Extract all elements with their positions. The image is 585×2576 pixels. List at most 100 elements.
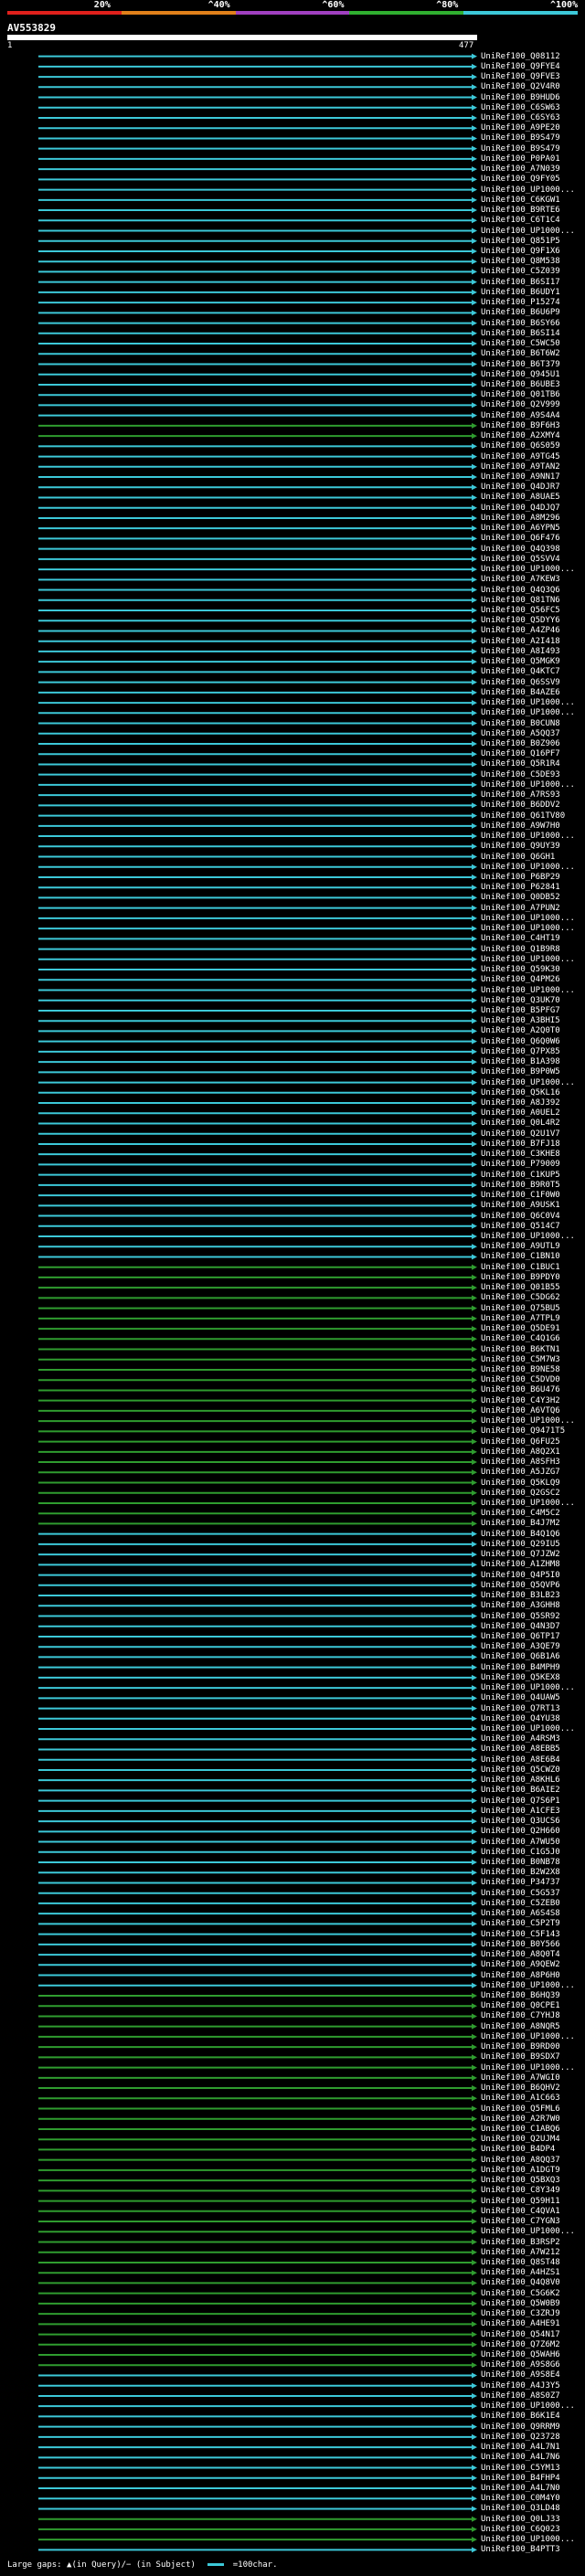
hit-label[interactable]: UniRef100_Q1B9R8 [481,944,560,954]
hit-label[interactable]: UniRef100_A2I418 [481,636,560,646]
hit-label[interactable]: UniRef100_A9QEW2 [481,1960,560,1970]
hit-label[interactable]: UniRef100_C5DVD0 [481,1375,560,1385]
hit-label[interactable]: UniRef100_C4QVA1 [481,2206,560,2216]
hit-label[interactable]: UniRef100_Q4N3D7 [481,1621,560,1631]
hit-label[interactable]: UniRef100_Q4DJQ7 [481,503,560,513]
hit-label[interactable]: UniRef100_A8I493 [481,646,560,656]
hit-label[interactable]: UniRef100_UP1000... [481,1683,575,1693]
hit-label[interactable]: UniRef100_Q01B55 [481,1283,560,1293]
hit-label[interactable]: UniRef100_C1BN10 [481,1252,560,1262]
hit-label[interactable]: UniRef100_A8QQ37 [481,2155,560,2165]
hit-label[interactable]: UniRef100_C4HT19 [481,934,560,944]
hit-label[interactable]: UniRef100_C8Y349 [481,2186,560,2196]
hit-label[interactable]: UniRef100_A9S8G6 [481,2360,560,2370]
hit-label[interactable]: UniRef100_C4Y3H2 [481,1395,560,1405]
hit-label[interactable]: UniRef100_A8Q2X1 [481,1447,560,1457]
hit-label[interactable]: UniRef100_B3LB23 [481,1591,560,1601]
hit-label[interactable]: UniRef100_Q6S059 [481,441,560,451]
hit-label[interactable]: UniRef100_B9HUD6 [481,92,560,102]
hit-label[interactable]: UniRef100_C1F0W0 [481,1191,560,1201]
hit-label[interactable]: UniRef100_P15274 [481,298,560,308]
hit-label[interactable]: UniRef100_Q01TB6 [481,390,560,400]
hit-label[interactable]: UniRef100_UP1000... [481,698,575,708]
hit-label[interactable]: UniRef100_B6UBE3 [481,379,560,389]
hit-label[interactable]: UniRef100_A3BHI5 [481,1016,560,1026]
hit-label[interactable]: UniRef100_B4J7M2 [481,1519,560,1529]
hit-label[interactable]: UniRef100_B6U476 [481,1385,560,1395]
hit-label[interactable]: UniRef100_Q4KTC7 [481,667,560,677]
hit-label[interactable]: UniRef100_Q5KEX8 [481,1672,560,1682]
hit-label[interactable]: UniRef100_A4L7N1 [481,2443,560,2453]
hit-label[interactable]: UniRef100_C5G537 [481,1888,560,1898]
hit-label[interactable]: UniRef100_Q08112 [481,51,560,61]
hit-label[interactable]: UniRef100_UP1000... [481,1416,575,1426]
hit-label[interactable]: UniRef100_A9PE20 [481,123,560,133]
hit-label[interactable]: UniRef100_C4M5C2 [481,1509,560,1519]
hit-label[interactable]: UniRef100_A5QQ37 [481,728,560,738]
hit-label[interactable]: UniRef100_B9PDY0 [481,1272,560,1282]
hit-label[interactable]: UniRef100_B7FJ18 [481,1139,560,1149]
hit-label[interactable]: UniRef100_A7N039 [481,164,560,175]
hit-label[interactable]: UniRef100_P6BP29 [481,872,560,882]
hit-label[interactable]: UniRef100_A3GHH8 [481,1601,560,1611]
hit-label[interactable]: UniRef100_B0CUN8 [481,718,560,728]
hit-label[interactable]: UniRef100_Q3UCS6 [481,1817,560,1827]
hit-label[interactable]: UniRef100_Q6B1A6 [481,1652,560,1662]
hit-label[interactable]: UniRef100_UP1000... [481,1724,575,1734]
hit-label[interactable]: UniRef100_Q4UAW5 [481,1693,560,1703]
hit-label[interactable]: UniRef100_A1CFE3 [481,1806,560,1816]
hit-label[interactable]: UniRef100_A9W7H0 [481,821,560,831]
hit-label[interactable]: UniRef100_C5WC50 [481,339,560,349]
hit-label[interactable]: UniRef100_Q7Z6M2 [481,2339,560,2349]
hit-label[interactable]: UniRef100_B6SY66 [481,318,560,328]
hit-label[interactable]: UniRef100_C0M4Y0 [481,2494,560,2504]
hit-label[interactable]: UniRef100_A8J392 [481,1098,560,1108]
hit-label[interactable]: UniRef100_Q2V999 [481,400,560,410]
hit-label[interactable]: UniRef100_Q3LD48 [481,2504,560,2514]
hit-label[interactable]: UniRef100_Q59K30 [481,965,560,975]
hit-label[interactable]: UniRef100_Q2V4R0 [481,82,560,92]
hit-label[interactable]: UniRef100_Q23728 [481,2432,560,2442]
hit-label[interactable]: UniRef100_P0PA01 [481,154,560,164]
hit-label[interactable]: UniRef100_Q851P5 [481,236,560,246]
hit-label[interactable]: UniRef100_B9RTE6 [481,206,560,216]
hit-label[interactable]: UniRef100_A8S0Z7 [481,2390,560,2401]
hit-label[interactable]: UniRef100_P62841 [481,883,560,893]
hit-label[interactable]: UniRef100_B2W2X8 [481,1868,560,1878]
hit-label[interactable]: UniRef100_B9P0W5 [481,1067,560,1077]
hit-label[interactable]: UniRef100_C6SY63 [481,112,560,122]
hit-label[interactable]: UniRef100_A4ZP46 [481,626,560,636]
hit-label[interactable]: UniRef100_B6KTN1 [481,1344,560,1354]
hit-label[interactable]: UniRef100_B4AZE6 [481,687,560,697]
hit-label[interactable]: UniRef100_P79009 [481,1160,560,1170]
hit-label[interactable]: UniRef100_C7YGN3 [481,2217,560,2227]
hit-label[interactable]: UniRef100_Q4Q398 [481,544,560,554]
hit-label[interactable]: UniRef100_Q6C0V4 [481,1211,560,1221]
hit-label[interactable]: UniRef100_A5JZG7 [481,1468,560,1478]
hit-label[interactable]: UniRef100_B4MPH9 [481,1662,560,1672]
hit-label[interactable]: UniRef100_B6AIE2 [481,1786,560,1796]
hit-label[interactable]: UniRef100_Q5KLQ9 [481,1478,560,1488]
hit-label[interactable]: UniRef100_C5Z039 [481,267,560,277]
hit-label[interactable]: UniRef100_B6SI17 [481,277,560,287]
hit-label[interactable]: UniRef100_C5YM13 [481,2463,560,2473]
hit-label[interactable]: UniRef100_C5F143 [481,1929,560,1939]
hit-label[interactable]: UniRef100_B6T379 [481,359,560,369]
hit-label[interactable]: UniRef100_Q7JZW2 [481,1550,560,1560]
hit-label[interactable]: UniRef100_C6Q023 [481,2524,560,2534]
hit-label[interactable]: UniRef100_C5DE93 [481,769,560,779]
hit-label[interactable]: UniRef100_B1A398 [481,1057,560,1067]
hit-label[interactable]: UniRef100_B6T6W2 [481,349,560,359]
hit-label[interactable]: UniRef100_B9S479 [481,133,560,143]
hit-label[interactable]: UniRef100_A4HZS1 [481,2268,560,2278]
hit-label[interactable]: UniRef100_Q6FU25 [481,1436,560,1447]
hit-label[interactable]: UniRef100_A9TG45 [481,451,560,461]
hit-label[interactable]: UniRef100_UP1000... [481,832,575,842]
hit-label[interactable]: UniRef100_B9S479 [481,143,560,154]
hit-label[interactable]: UniRef100_B6UDY1 [481,287,560,297]
hit-label[interactable]: UniRef100_B6DDV2 [481,800,560,811]
hit-label[interactable]: UniRef100_Q8ST48 [481,2257,560,2267]
hit-label[interactable]: UniRef100_A2R7W0 [481,2114,560,2124]
hit-label[interactable]: UniRef100_Q5W0B9 [481,2298,560,2308]
hit-label[interactable]: UniRef100_A8M296 [481,513,560,523]
